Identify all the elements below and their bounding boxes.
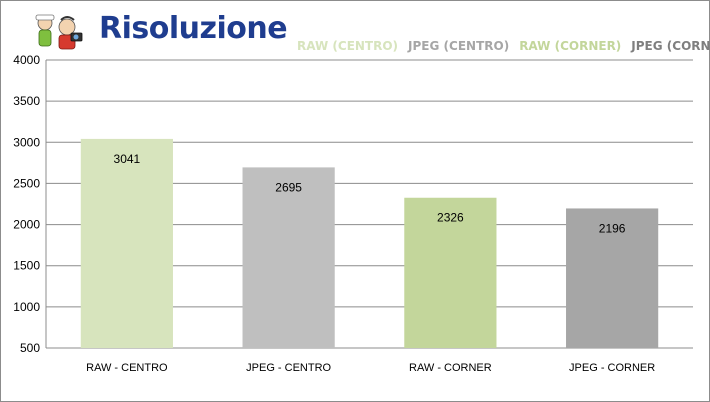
y-tick-label: 1000 [13,300,40,314]
legend-item-raw-centro: RAW (CENTRO) [297,39,399,53]
bar [566,208,659,348]
y-tick-label: 4000 [13,53,40,67]
legend-item-jpeg-corner: JPEG (CORNER) [631,39,710,53]
legend-item-jpeg-centro: JPEG (CENTRO) [408,39,510,53]
y-tick-label: 1500 [13,259,40,273]
data-label: 2196 [599,221,626,235]
x-category-label: JPEG - CORNER [569,362,655,374]
legend-item-raw-corner: RAW (CORNER) [519,39,622,53]
x-category-label: JPEG - CENTRO [246,362,331,374]
x-category-label: RAW - CENTRO [86,362,168,374]
y-tick-label: 2500 [13,176,40,190]
chart-title: Risoluzione [99,11,288,46]
y-tick-label: 2000 [13,218,40,232]
y-tick-label: 3500 [13,94,40,108]
chart-legend: RAW (CENTRO) JPEG (CENTRO) RAW (CORNER) … [297,39,710,53]
data-label: 3041 [114,152,141,166]
data-label: 2326 [437,211,464,225]
y-tick-label: 500 [20,341,40,355]
bar [80,138,173,348]
data-label: 2695 [275,180,302,194]
x-category-label: RAW - CORNER [409,362,492,374]
mascot-logo-icon [35,14,83,50]
bar [404,197,497,348]
bar [242,167,335,348]
y-tick-label: 3000 [13,135,40,149]
